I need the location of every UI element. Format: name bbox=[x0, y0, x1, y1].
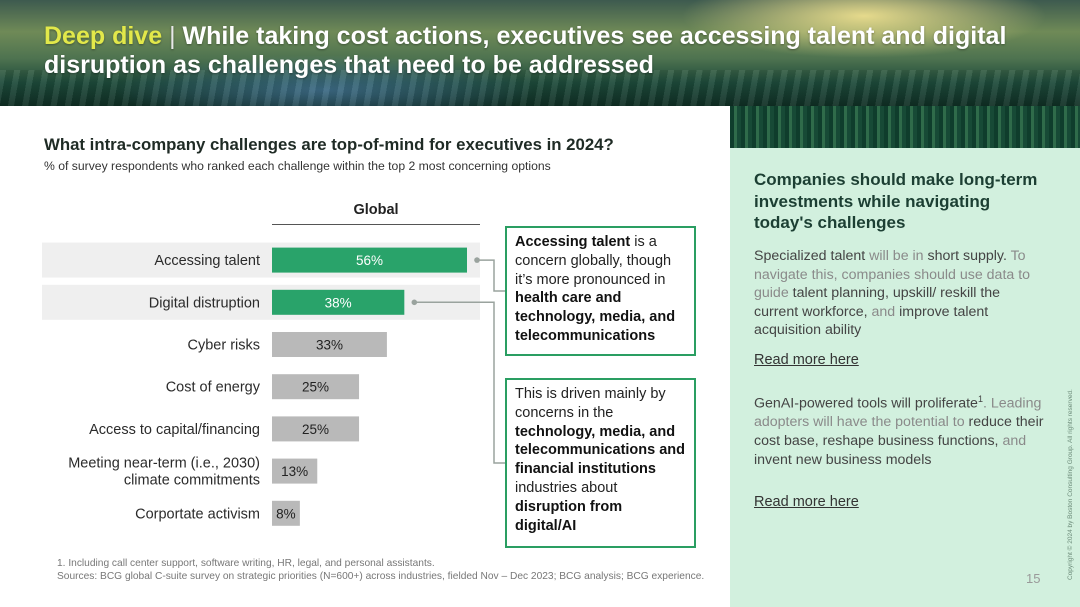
connector-line bbox=[414, 301, 505, 464]
page-number: 15 bbox=[1026, 571, 1041, 586]
category-label: climate commitments bbox=[124, 473, 260, 489]
footnote-1: 1. Including call center support, softwa… bbox=[57, 558, 435, 569]
page-title: Deep dive | While taking cost actions, e… bbox=[44, 22, 1034, 80]
connector-line bbox=[477, 259, 505, 292]
bar bbox=[272, 289, 405, 315]
side-text-segment: will be in bbox=[865, 248, 928, 264]
chart-title: What intra-company challenges are top-of… bbox=[44, 135, 614, 154]
read-more-link-talent[interactable]: Read more here bbox=[754, 352, 859, 368]
data-label: 25% bbox=[302, 422, 329, 437]
bar bbox=[272, 247, 467, 273]
side-text-segment: and bbox=[867, 303, 900, 320]
side-text-segment: . Leading adopters will have the potenti… bbox=[754, 395, 1042, 431]
data-label: 25% bbox=[302, 380, 329, 395]
title-accent: Deep dive bbox=[44, 22, 163, 50]
footnotes: 1. Including call center support, softwa… bbox=[57, 557, 737, 583]
data-label: 33% bbox=[316, 338, 343, 353]
callout-text-segment: Accessing talent bbox=[515, 234, 631, 250]
copyright-notice: Copyright © 2024 by Boston Consulting Gr… bbox=[1067, 389, 1074, 580]
read-more-link-genai[interactable]: Read more here bbox=[754, 494, 859, 510]
callout-text-segment: industries about bbox=[515, 479, 618, 496]
bar bbox=[272, 332, 387, 357]
side-panel-image-strip bbox=[730, 106, 1080, 148]
side-text-segment: GenAI-powered tools will proliferate bbox=[754, 395, 978, 412]
category-label: Corportate activism bbox=[135, 506, 260, 522]
side-paragraph-genai: GenAI-powered tools will proliferate1. L… bbox=[754, 390, 1044, 469]
side-text-segment: To navigate this, companies should use d… bbox=[754, 248, 1031, 302]
side-text-segment: short supply. bbox=[927, 248, 1007, 264]
data-label: 13% bbox=[281, 464, 308, 479]
category-label: Digital distruption bbox=[149, 295, 260, 311]
category-label: Cost of energy bbox=[166, 380, 261, 396]
bar bbox=[272, 374, 360, 400]
side-heading: Companies should make long-term investme… bbox=[754, 170, 1038, 232]
data-label: 38% bbox=[325, 295, 352, 310]
side-text-segment: Specialized talent bbox=[754, 248, 866, 264]
callout-text-segment: technology, media, and telecommunication… bbox=[515, 423, 686, 478]
series-label: Global bbox=[353, 202, 399, 218]
side-text-segment: improve talent acquisition ability bbox=[754, 303, 989, 339]
data-label: 8% bbox=[276, 506, 296, 521]
footnote-sources: Sources: BCG global C-suite survey on st… bbox=[57, 571, 705, 582]
callout-text-segment: This is driven mainly by concerns in the bbox=[515, 386, 666, 421]
callout-accessing-talent: Accessing talent is a concern globally, … bbox=[505, 226, 696, 356]
callout-digital-disruption: This is driven mainly by concerns in the… bbox=[505, 378, 696, 548]
category-label: Accessing talent bbox=[154, 253, 260, 269]
category-label: Cyber risks bbox=[187, 338, 260, 354]
header-banner: Deep dive | While taking cost actions, e… bbox=[0, 0, 1080, 106]
bar bbox=[272, 500, 300, 526]
bar bbox=[272, 416, 360, 442]
title-separator: | bbox=[169, 22, 176, 50]
side-text-segment: reduce their cost base, reshape business… bbox=[754, 414, 1044, 449]
callout-text-segment: disruption from digital/AI bbox=[515, 498, 623, 534]
series-label-rule bbox=[272, 224, 480, 225]
row-band bbox=[42, 284, 480, 320]
callout-text-segment: is a concern globally, though it’s more … bbox=[515, 234, 672, 288]
side-panel bbox=[730, 148, 1080, 607]
chart-subtitle: % of survey respondents who ranked each … bbox=[44, 159, 551, 173]
category-label: Meeting near-term (i.e., 2030) bbox=[68, 456, 260, 472]
callout-text-segment: health care and technology, media, and t… bbox=[515, 290, 676, 344]
side-text-segment: invent new business models bbox=[754, 451, 932, 468]
side-text-segment: 1 bbox=[977, 394, 983, 404]
data-label: 56% bbox=[356, 253, 383, 268]
side-text-segment: talent planning, upskill/ reskill the cu… bbox=[754, 285, 1001, 320]
side-text-segment: and bbox=[998, 432, 1027, 449]
category-label: Access to capital/financing bbox=[89, 422, 260, 438]
title-main: While taking cost actions, executives se… bbox=[44, 22, 1007, 79]
bar bbox=[272, 458, 318, 484]
side-paragraph-talent: Specialized talent will be in short supp… bbox=[754, 247, 1044, 340]
bar-chart: 56% Accessing talent 38% Digital distruptio… bbox=[42, 242, 505, 526]
